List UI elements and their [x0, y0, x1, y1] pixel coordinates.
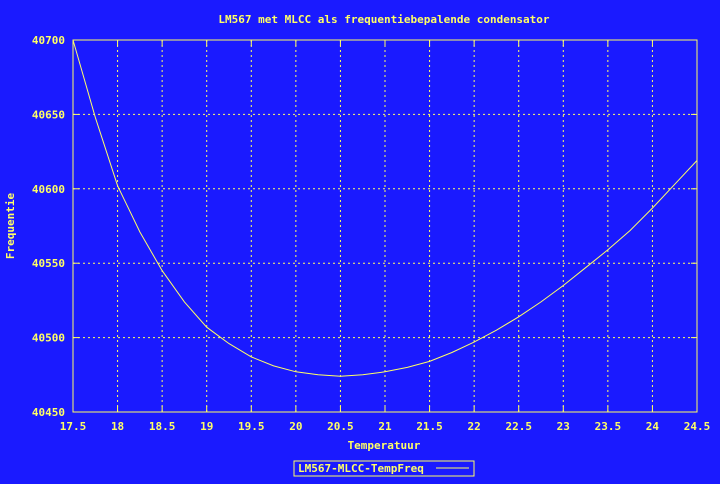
x-tick-label: 23	[557, 420, 570, 433]
x-tick-label: 21	[378, 420, 392, 433]
series-line	[72, 39, 698, 377]
x-tick-label: 19.5	[238, 420, 265, 433]
y-tick-label: 40600	[32, 183, 65, 196]
x-tick-label: 20	[289, 420, 302, 433]
plot-frame	[72, 39, 698, 413]
x-tick-label: 19	[200, 420, 213, 433]
x-axis-label: Temperatuur	[348, 439, 421, 452]
x-tick-label: 24.5	[684, 420, 711, 433]
chart-title: LM567 met MLCC als frequentiebepalende c…	[218, 13, 550, 26]
x-tick-label: 18.5	[149, 420, 176, 433]
grid	[73, 40, 697, 412]
tick-labels: 17.5 18 18.5 19 19.5 20 20.5 21 21.5 22 22.5 23 23.5…	[32, 34, 710, 433]
y-axis-label: Frequentie	[4, 193, 17, 260]
x-tick-label: 22.5	[505, 420, 532, 433]
x-tick-label: 23.5	[595, 420, 622, 433]
y-tick-label: 40500	[32, 332, 65, 345]
x-tick-label: 17.5	[60, 420, 87, 433]
x-tick-label: 22	[468, 420, 481, 433]
x-tick-label: 18	[111, 420, 124, 433]
series-lines	[72, 39, 698, 377]
legend-entry-label: LM567-MLCC-TempFreq	[298, 462, 424, 475]
legend-box	[293, 460, 475, 477]
y-tick-label: 40700	[32, 34, 65, 47]
legend: LM567-MLCC-TempFreq	[293, 460, 475, 477]
y-tick-label: 40550	[32, 257, 65, 270]
x-tick-label: 24	[646, 420, 660, 433]
axes	[72, 39, 698, 413]
y-tick-label: 40450	[32, 406, 65, 419]
x-tick-label: 20.5	[327, 420, 354, 433]
y-tick-label: 40650	[32, 108, 65, 121]
x-tick-label: 21.5	[416, 420, 443, 433]
